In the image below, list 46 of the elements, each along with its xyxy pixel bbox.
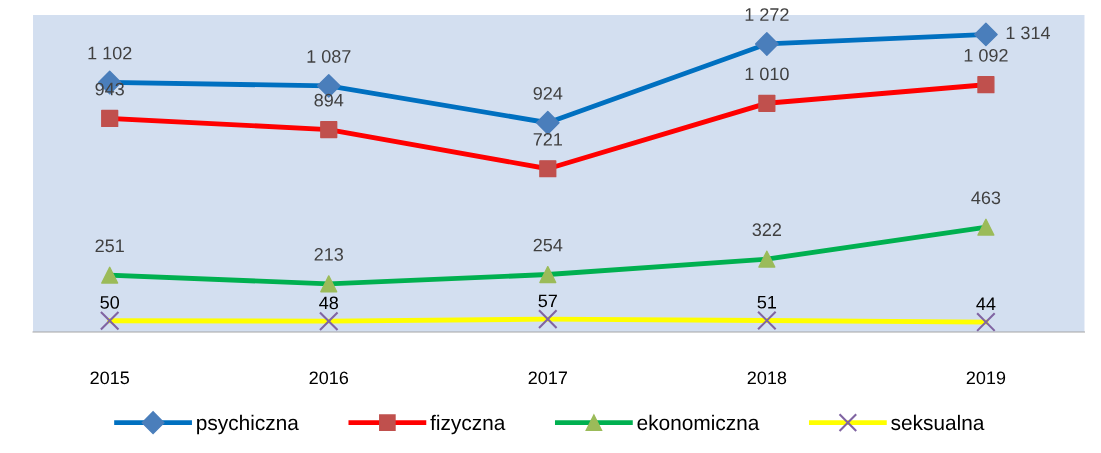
- data-label: 251: [95, 239, 124, 253]
- point: [758, 94, 776, 112]
- x-tick-label: 2016: [309, 371, 349, 385]
- data-label: 1 087: [307, 50, 351, 63]
- point: [974, 22, 998, 47]
- data-label: 50: [100, 296, 120, 309]
- data-label: 48: [319, 296, 339, 310]
- x-tick-label: 2019: [966, 371, 1006, 385]
- x-tick-label: 2017: [528, 371, 567, 385]
- point: [539, 160, 557, 178]
- data-label: 1 092: [964, 48, 1008, 62]
- data-label: 57: [538, 294, 557, 308]
- point: [535, 110, 560, 135]
- data-label: 1 010: [745, 67, 789, 81]
- point: [758, 250, 776, 268]
- data-label: 924: [533, 86, 563, 100]
- point: [318, 311, 339, 331]
- legend-label: psychiczna: [197, 414, 299, 435]
- data-label: 463: [971, 191, 1001, 205]
- point: [977, 76, 995, 94]
- point: [320, 275, 338, 293]
- data-label: 1 314: [1006, 26, 1051, 40]
- data-label: 894: [314, 93, 344, 107]
- point: [539, 265, 557, 284]
- data-label: 51: [757, 296, 777, 309]
- data-label: 213: [314, 248, 344, 261]
- data-label: 254: [533, 238, 563, 252]
- data-label: 1 272: [745, 8, 789, 21]
- data-label: 721: [533, 132, 562, 146]
- legend-label: ekonomiczna: [637, 414, 760, 431]
- data-label: 322: [752, 223, 782, 237]
- point: [101, 109, 119, 128]
- x-tick-label: 2015: [90, 371, 130, 385]
- data-label: 1 102: [88, 46, 132, 60]
- point: [754, 32, 779, 56]
- point: [537, 309, 558, 329]
- data-label: 44: [976, 297, 996, 310]
- point: [976, 312, 996, 332]
- x-tick-label: 2018: [747, 371, 787, 385]
- point: [101, 266, 119, 284]
- legend-label: fizyczna: [430, 414, 506, 435]
- legend-label: seksualna: [891, 414, 985, 431]
- point: [99, 310, 120, 331]
- point: [320, 120, 338, 139]
- point: [977, 218, 995, 236]
- point: [757, 310, 777, 331]
